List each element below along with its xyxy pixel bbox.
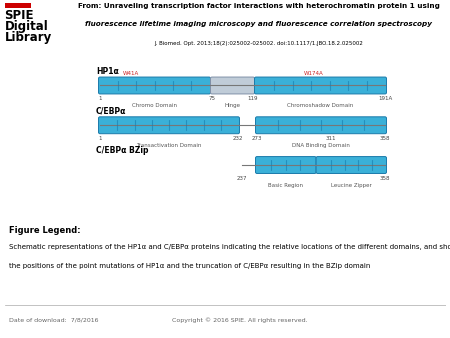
Text: Schematic representations of the HP1α and C/EBPα proteins indicating the relativ: Schematic representations of the HP1α an…	[9, 244, 450, 250]
FancyBboxPatch shape	[256, 117, 387, 134]
Text: C/EBPα BZip: C/EBPα BZip	[96, 146, 148, 155]
Text: Digital: Digital	[4, 20, 48, 33]
Text: HP1α: HP1α	[96, 67, 119, 76]
Text: From: Unraveling transcription factor interactions with heterochromatin protein : From: Unraveling transcription factor in…	[78, 3, 440, 9]
Bar	[4, 3, 31, 8]
Text: Library: Library	[4, 31, 52, 44]
Text: 358: 358	[380, 176, 390, 181]
Text: fluorescence lifetime imaging microscopy and fluorescence correlation spectrosco: fluorescence lifetime imaging microscopy…	[85, 21, 432, 27]
Text: W174A: W174A	[304, 71, 324, 76]
Text: 191A: 191A	[378, 96, 392, 101]
FancyBboxPatch shape	[316, 156, 387, 173]
Text: Chromo Domain: Chromo Domain	[132, 103, 177, 108]
FancyBboxPatch shape	[99, 77, 211, 94]
Text: 1: 1	[98, 96, 102, 101]
FancyBboxPatch shape	[99, 117, 239, 134]
FancyBboxPatch shape	[211, 77, 255, 94]
Text: 75: 75	[208, 96, 216, 101]
Text: the positions of the point mutations of HP1α and the truncation of C/EBPα result: the positions of the point mutations of …	[9, 263, 370, 269]
Text: 273: 273	[252, 136, 262, 141]
FancyBboxPatch shape	[256, 156, 316, 173]
Text: Chromoshadow Domain: Chromoshadow Domain	[288, 103, 354, 108]
Text: Date of download:  7/8/2016: Date of download: 7/8/2016	[9, 317, 99, 322]
Text: C/EBPα: C/EBPα	[96, 106, 126, 115]
Text: 232: 232	[233, 136, 243, 141]
Text: Figure Legend:: Figure Legend:	[9, 226, 81, 235]
Text: Hinge: Hinge	[225, 103, 240, 108]
Text: 237: 237	[237, 176, 247, 181]
Text: 358: 358	[380, 136, 390, 141]
Text: DNA Binding Domain: DNA Binding Domain	[292, 143, 350, 148]
Text: W41A: W41A	[122, 71, 139, 76]
Text: 119: 119	[248, 96, 258, 101]
Text: 311: 311	[326, 136, 337, 141]
Text: Basic Region: Basic Region	[268, 183, 303, 188]
Text: Transactivation Domain: Transactivation Domain	[136, 143, 202, 148]
FancyBboxPatch shape	[255, 77, 387, 94]
Text: Copyright © 2016 SPIE. All rights reserved.: Copyright © 2016 SPIE. All rights reserv…	[172, 317, 308, 322]
Text: J. Biomed. Opt. 2013;18(2):025002-025002. doi:10.1117/1.JBO.18.2.025002: J. Biomed. Opt. 2013;18(2):025002-025002…	[154, 41, 363, 46]
Text: Leucine Zipper: Leucine Zipper	[331, 183, 372, 188]
Text: SPIE: SPIE	[4, 9, 34, 22]
Text: 1: 1	[98, 136, 102, 141]
